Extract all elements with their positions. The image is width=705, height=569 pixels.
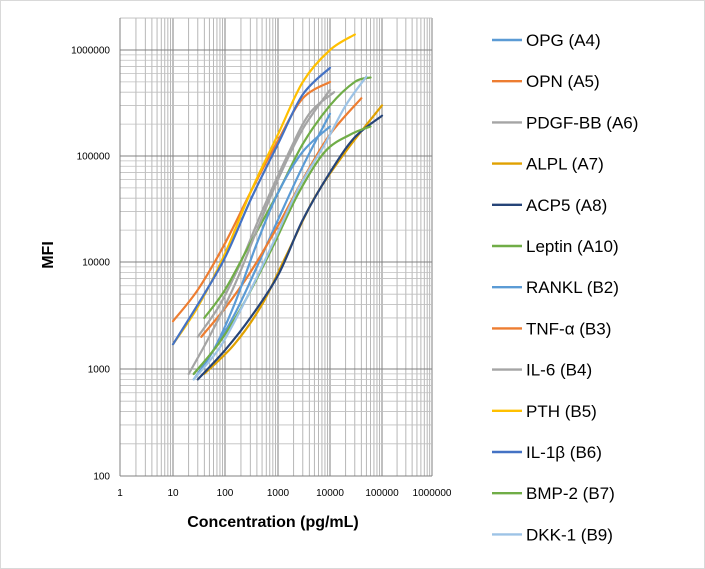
legend-label: OPG (A4)	[526, 31, 601, 50]
legend-label: BMP-2 (B7)	[526, 484, 615, 503]
legend-label: IL-6 (B4)	[526, 361, 592, 380]
legend-label: IL-1β (B6)	[526, 443, 602, 462]
legend-label: DKK-1 (B9)	[526, 525, 613, 544]
x-tick-label: 100000	[365, 488, 399, 499]
legend: OPG (A4) OPN (A5) PDGF-BB (A6) ALPL (A7) ACP…	[492, 31, 638, 544]
series-line-5	[196, 114, 384, 381]
series-line-9	[187, 88, 332, 375]
legend-label: PDGF-BB (A6)	[526, 113, 638, 132]
series-line-3	[196, 91, 336, 338]
y-tick-label: 10000	[82, 258, 110, 269]
y-tick-label: 1000000	[71, 46, 110, 57]
series-line-11	[171, 66, 332, 346]
x-tick-label: 1000000	[413, 488, 452, 499]
series-line-12	[192, 125, 372, 375]
legend-label: PTH (B5)	[526, 402, 597, 421]
axes: 1 10 100 1000 10000 100000 1000000 100 1000 10000…	[71, 18, 452, 499]
legend-label: TNF-α (B3)	[526, 319, 611, 338]
x-tick-label: 10000	[316, 488, 344, 499]
series-lines	[171, 33, 384, 381]
y-tick-label: 1000	[88, 365, 111, 376]
series-line-13	[192, 75, 368, 381]
legend-label: RANKL (B2)	[526, 278, 619, 297]
x-tick-label: 10	[167, 488, 179, 499]
y-axis-title: MFI	[40, 241, 57, 269]
x-axis-title: Concentration (pg/mL)	[187, 514, 359, 531]
legend-label: ALPL (A7)	[526, 155, 604, 174]
legend-label: ACP5 (A8)	[526, 196, 607, 215]
y-tick-label: 100	[93, 472, 110, 483]
y-tick-label: 100000	[77, 152, 111, 163]
x-tick-label: 1	[117, 488, 123, 499]
x-tick-label: 100	[217, 488, 234, 499]
x-tick-label: 1000	[267, 488, 290, 499]
series-line-6	[203, 76, 372, 319]
legend-label: Leptin (A10)	[526, 237, 619, 256]
legend-label: OPN (A5)	[526, 72, 600, 91]
